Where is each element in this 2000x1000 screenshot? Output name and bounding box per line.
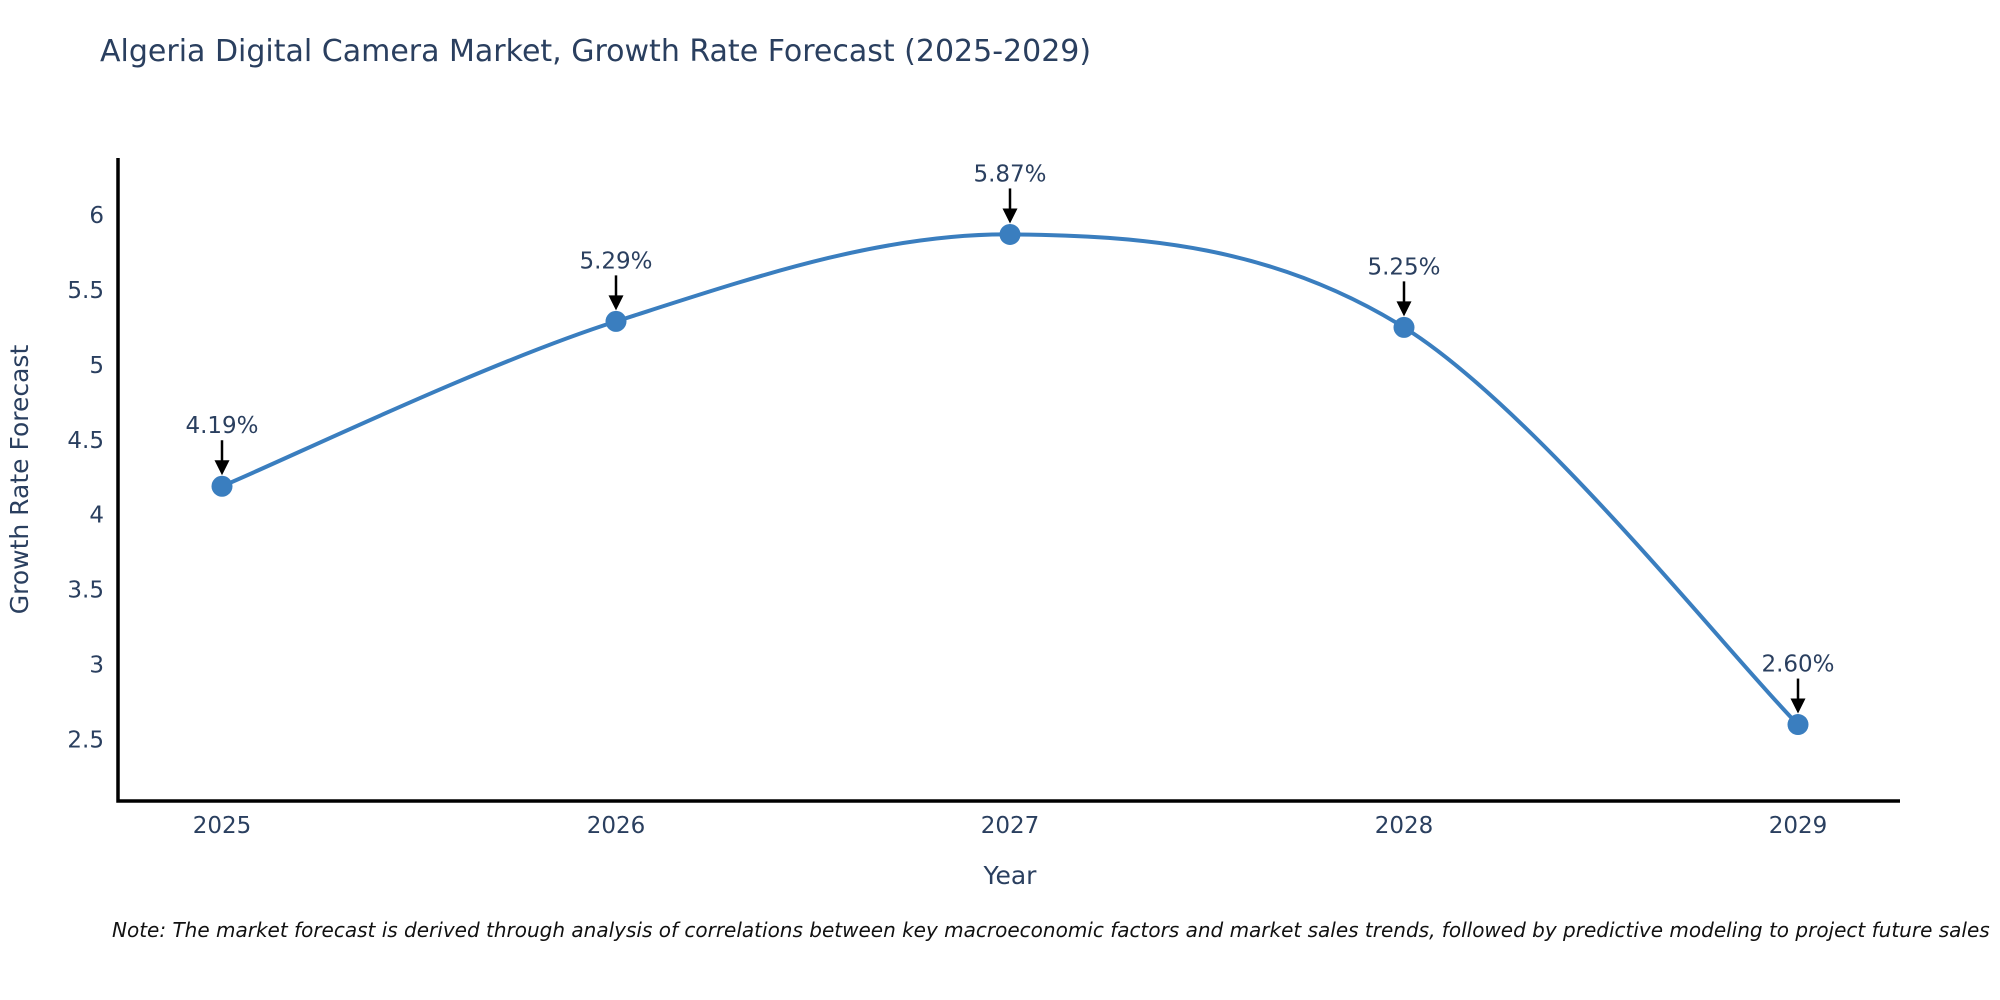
data-point [1787, 714, 1809, 736]
y-tick-label: 5 [89, 353, 104, 379]
y-tick-label: 3 [89, 653, 104, 679]
data-point [999, 223, 1021, 245]
annotation-arrowhead [214, 460, 230, 476]
point-label: 5.29% [579, 248, 652, 274]
x-axis-title: Year [983, 861, 1038, 890]
point-label: 4.19% [185, 413, 258, 439]
annotation-arrowhead [1396, 301, 1412, 317]
x-tick-label: 2029 [1769, 813, 1828, 839]
x-tick-label: 2028 [1375, 813, 1434, 839]
chart-title: Algeria Digital Camera Market, Growth Ra… [100, 34, 1092, 69]
annotation-arrowhead [1790, 698, 1806, 714]
forecast-line [220, 232, 1800, 727]
x-tick-label: 2026 [587, 813, 646, 839]
annotation-arrowhead [608, 295, 624, 311]
y-tick-label: 6 [89, 203, 104, 229]
x-tick-label: 2027 [981, 813, 1040, 839]
y-tick-label: 4 [89, 503, 104, 529]
data-point [605, 310, 627, 332]
x-tick-label: 2025 [193, 813, 252, 839]
y-tick-label: 5.5 [67, 278, 104, 304]
y-tick-label: 4.5 [67, 428, 104, 454]
annotation-arrowhead [1002, 208, 1018, 224]
y-tick-label: 2.5 [67, 728, 104, 754]
y-tick-label: 3.5 [67, 578, 104, 604]
data-point [211, 475, 233, 497]
footnote: Note: The market forecast is derived thr… [112, 918, 1990, 942]
point-label: 2.60% [1761, 652, 1834, 678]
point-label: 5.87% [973, 161, 1046, 187]
axis-lines [116, 158, 1900, 803]
y-axis-title: Growth Rate Forecast [5, 345, 34, 615]
point-label: 5.25% [1367, 254, 1440, 280]
data-point [1393, 316, 1415, 338]
